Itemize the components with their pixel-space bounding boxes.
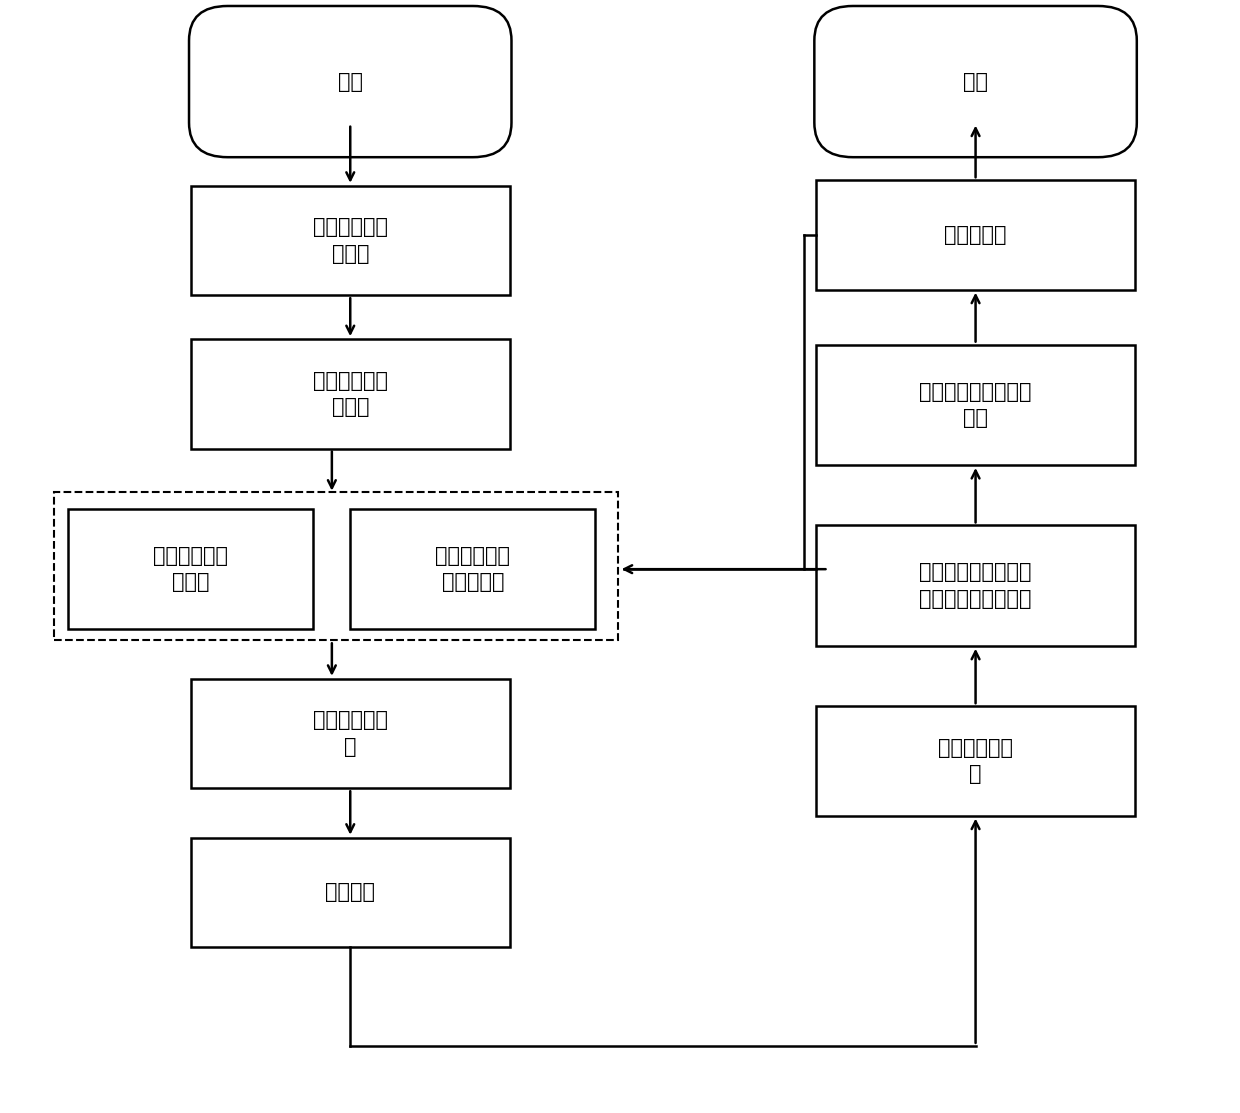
Text: 安装初始工件
并示教: 安装初始工件 并示教 [312, 217, 388, 264]
Bar [816, 706, 1135, 816]
Bar [191, 679, 510, 788]
Text: 运行机器人检
测程序: 运行机器人检 测程序 [154, 546, 228, 592]
Bar [68, 509, 314, 630]
Text: 运行更新的焊接示教
程序: 运行更新的焊接示教 程序 [919, 382, 1032, 429]
Bar [191, 186, 510, 295]
Bar [816, 525, 1135, 646]
Bar [191, 838, 510, 947]
Text: 输出连续焊缝
点: 输出连续焊缝 点 [312, 710, 388, 757]
Text: 开始: 开始 [337, 71, 363, 91]
Text: 安装新工件: 安装新工件 [945, 225, 1007, 245]
Text: 示教机器人检
测程序: 示教机器人检 测程序 [312, 371, 388, 417]
Text: 轨迹匹配: 轨迹匹配 [325, 883, 376, 903]
FancyBboxPatch shape [815, 6, 1137, 157]
Text: 传感器检测焊
缝连续轨迹: 传感器检测焊 缝连续轨迹 [435, 546, 511, 592]
Bar [350, 509, 595, 630]
Bar [53, 492, 618, 640]
Bar [816, 345, 1135, 465]
Text: 结束: 结束 [963, 71, 988, 91]
Text: 机器人控制器修改示
教程序中示教点位置: 机器人控制器修改示 教程序中示教点位置 [919, 562, 1032, 609]
Text: 输出新的示教
点: 输出新的示教 点 [939, 738, 1013, 785]
FancyBboxPatch shape [188, 6, 511, 157]
Bar [191, 339, 510, 449]
Bar [816, 180, 1135, 289]
